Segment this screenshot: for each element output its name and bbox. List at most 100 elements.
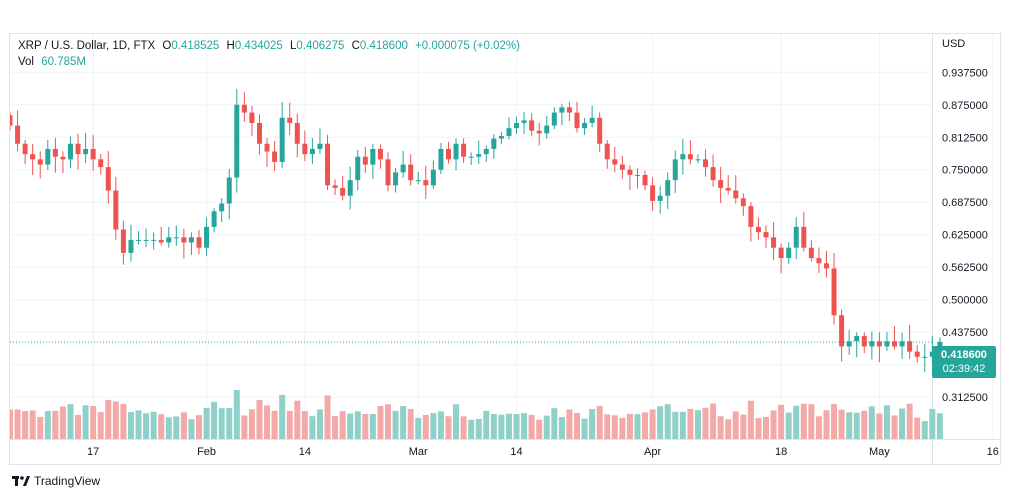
candle-body [899,341,905,347]
volume-bar [309,416,316,439]
volume-bar [740,414,747,439]
candle-body [37,159,43,165]
volume-row: Vol 60.785M [18,54,520,70]
candle-body [529,120,535,131]
candle-body [823,263,829,269]
symbol-title[interactable]: XRP / U.S. Dollar, 1D, FTX [18,40,156,52]
volume-bar [385,404,391,439]
candle-body [514,122,520,129]
candle-body [385,159,391,186]
volume-bar [37,416,44,439]
volume-bar [498,414,505,439]
candle-body [922,356,928,358]
high-value: 0.434025 [234,40,283,52]
volume-bar [551,408,558,439]
volume-bar [188,419,195,439]
candle-body [695,159,701,161]
volume-bar [324,395,331,439]
volume-bar [105,399,112,439]
brand-name: TradingView [34,474,101,488]
candle-body [612,159,618,165]
x-tick-label: 14 [299,446,311,458]
candle-body [665,180,671,196]
candle-body [22,143,28,155]
candle-body [317,143,323,149]
candle-body [45,148,51,165]
candle-body [408,164,414,181]
volume-bar [468,419,475,439]
volume-bar [44,410,51,439]
candle-body [619,164,625,170]
candle-body [604,143,610,160]
volume-bar [203,407,210,439]
chart-frame[interactable]: 0.937500 0.875000 0.812500 0.750000 0.687500… [9,33,1002,466]
volume-bar [876,413,883,439]
candle-body [468,156,474,158]
change-value: +0.000075 (+0.02%) [415,40,520,52]
volume-bar [158,414,165,439]
volume-bar [453,404,460,439]
volume-bar [233,389,240,439]
candle-body [196,237,202,248]
volume-bar [415,417,422,439]
candle-body [544,125,550,134]
volume-bar [483,410,490,439]
volume-bar [679,411,686,439]
volume-bar [702,407,709,439]
candle-body [181,237,187,243]
candle-body [340,187,346,196]
price-chart[interactable]: 0.937500 0.875000 0.812500 0.750000 0.687500… [10,34,1002,466]
volume-bar [649,409,656,439]
candle-body [30,154,36,160]
volume-bar [490,414,497,439]
volume-bar [430,413,437,439]
volume-bar [732,411,739,439]
volume-bar [861,410,868,439]
footer[interactable]: TradingView [12,474,100,488]
candle-body [52,148,58,157]
candle-body [559,107,565,113]
candle-body [642,174,648,186]
candle-body [60,156,66,160]
candle-body [740,198,746,207]
volume-bar [521,412,528,439]
candle-body [771,237,777,248]
volume-bar [256,400,263,439]
y-tick-label: 0.687500 [942,197,988,209]
candle-body [793,226,799,248]
volume-bar [392,410,399,439]
volume-bar [211,401,218,439]
candle-body [226,177,232,204]
volume-bar [22,411,29,439]
candle-body [325,143,331,186]
candle-body [75,143,81,155]
candle-body [627,169,633,175]
currency-label[interactable]: USD [942,38,966,50]
candle-body [876,341,882,347]
volume-bar [226,408,233,439]
x-tick-label: Mar [409,446,428,458]
volume-bar [10,409,13,439]
volume-bar [332,416,339,439]
candle-body [362,156,368,165]
volume-bar [747,400,754,439]
candle-body [907,341,913,352]
candle-body [204,226,210,248]
candle-body [393,172,399,186]
volume-bar [59,406,66,439]
volume-bar [475,419,482,439]
candle-body [521,120,527,123]
candle-body [309,148,315,155]
candle-body [445,148,451,160]
volume-bar [241,415,248,439]
candle-body [763,232,769,238]
candle-body [158,239,164,243]
candle-body [377,148,383,160]
y-tick-label: 0.812500 [942,132,988,144]
x-tick-label: 17 [87,446,99,458]
volume-bar [815,416,822,439]
volume-bar [67,404,74,439]
candle-body [83,148,89,155]
volume-bar [347,413,354,439]
candle-body [634,174,640,176]
